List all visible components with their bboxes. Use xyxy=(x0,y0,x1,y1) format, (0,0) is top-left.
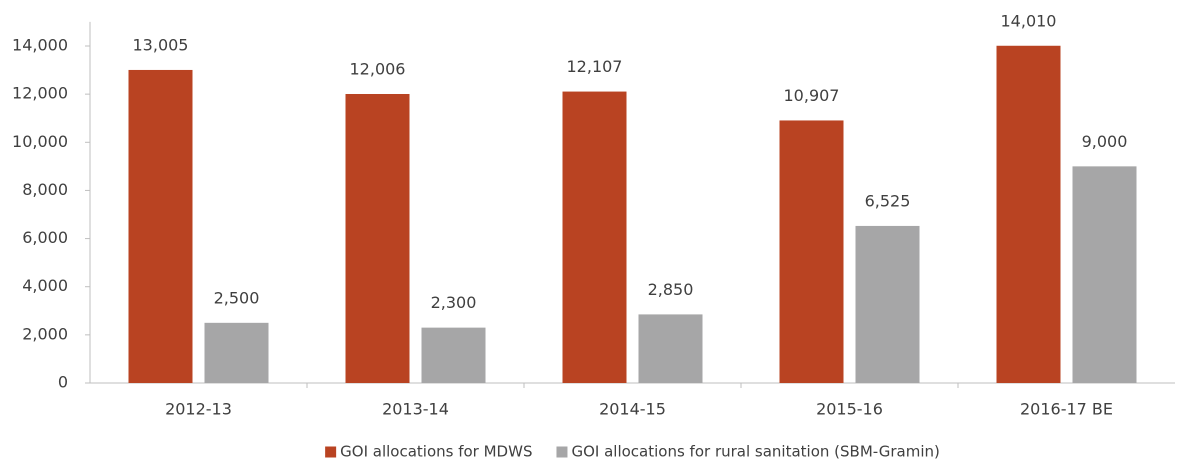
data-label: 14,010 xyxy=(1001,11,1057,30)
y-tick-label: 8,000 xyxy=(22,180,68,199)
bar xyxy=(1072,166,1137,383)
data-label: 12,006 xyxy=(350,59,406,78)
legend-label: GOI allocations for MDWS xyxy=(340,443,532,461)
bar xyxy=(638,314,703,383)
data-label: 12,107 xyxy=(567,57,623,76)
bar xyxy=(562,91,627,384)
y-tick-label: 4,000 xyxy=(22,276,68,295)
y-tick-label: 12,000 xyxy=(12,84,68,103)
bar xyxy=(855,225,920,383)
legend-swatch xyxy=(556,446,568,458)
data-label: 13,005 xyxy=(133,35,189,54)
data-label: 2,850 xyxy=(648,280,694,299)
x-tick-label: 2014-15 xyxy=(599,400,666,419)
x-tick-label: 2016-17 BE xyxy=(1020,400,1113,419)
data-label: 10,907 xyxy=(784,86,840,105)
x-tick-label: 2013-14 xyxy=(382,400,449,419)
legend-swatch xyxy=(325,446,337,458)
y-tick-label: 6,000 xyxy=(22,228,68,247)
legend-label: GOI allocations for rural sanitation (SB… xyxy=(571,443,939,461)
y-tick-label: 10,000 xyxy=(12,132,68,151)
x-tick-label: 2012-13 xyxy=(165,400,232,419)
y-tick-label: 2,000 xyxy=(22,324,68,343)
bar xyxy=(779,120,844,383)
data-label: 9,000 xyxy=(1082,132,1128,151)
x-tick-label: 2015-16 xyxy=(816,400,883,419)
y-tick-label: 0 xyxy=(58,373,68,392)
bar xyxy=(204,322,269,383)
data-label: 2,300 xyxy=(431,293,477,312)
data-label: 2,500 xyxy=(214,288,260,307)
data-label: 6,525 xyxy=(865,191,911,210)
bar xyxy=(996,45,1061,384)
bar xyxy=(421,327,486,383)
y-tick-label: 14,000 xyxy=(12,36,68,55)
bar xyxy=(128,69,193,383)
bar xyxy=(345,93,410,384)
